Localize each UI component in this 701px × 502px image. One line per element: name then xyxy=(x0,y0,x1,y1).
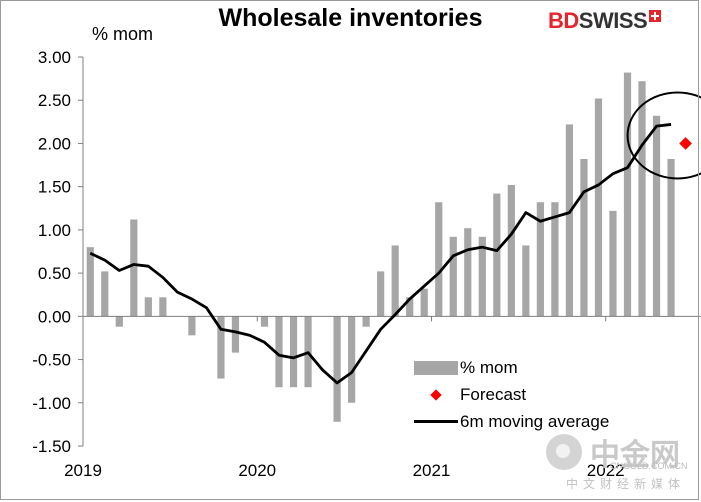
bar xyxy=(638,81,646,317)
y-tick-label: -1.00 xyxy=(32,394,71,413)
x-tick-label: 2021 xyxy=(413,461,451,480)
bar xyxy=(522,245,530,317)
legend-bar-swatch-icon xyxy=(414,360,458,375)
bar xyxy=(609,210,617,317)
bar xyxy=(623,72,632,317)
bar xyxy=(449,236,457,317)
bar xyxy=(333,316,341,422)
bar xyxy=(580,159,588,317)
bar xyxy=(594,98,603,317)
bar xyxy=(377,271,385,317)
logo-text-swiss: SWISS xyxy=(578,8,648,33)
bar xyxy=(565,124,574,317)
logo-text-bd: BD xyxy=(548,8,579,33)
bar xyxy=(551,202,559,317)
bar xyxy=(464,228,472,317)
x-tick-label: 2020 xyxy=(238,461,276,480)
y-tick-label: -0.50 xyxy=(32,351,71,370)
bar xyxy=(217,316,225,379)
x-tick-label: 2022 xyxy=(587,461,625,480)
bar xyxy=(420,288,428,317)
watermark-logo-icon xyxy=(546,434,582,470)
bar xyxy=(144,297,152,317)
legend-label-line: 6m moving average xyxy=(460,411,610,431)
legend-label-bars: % mom xyxy=(460,357,518,377)
bar xyxy=(362,316,370,327)
bar xyxy=(289,316,298,388)
y-tick-label: -1.50 xyxy=(32,437,71,456)
x-tick-label: 2019 xyxy=(64,461,102,480)
legend-label-forecast: Forecast xyxy=(460,384,527,404)
bar xyxy=(493,193,501,317)
moving-average-line xyxy=(89,123,672,385)
watermark-name: 中金网 xyxy=(590,439,680,472)
y-tick-label: 1.50 xyxy=(38,178,71,197)
legend-item-line: 6m moving average xyxy=(412,408,609,435)
bar xyxy=(101,271,109,317)
chart-title: Wholesale inventories xyxy=(218,4,483,32)
y-tick-label: 0.00 xyxy=(38,307,71,326)
bar xyxy=(86,247,94,317)
bar xyxy=(478,236,486,317)
bar xyxy=(667,159,675,317)
swiss-cross-icon xyxy=(649,10,662,22)
bar xyxy=(275,316,283,388)
watermark-subtitle: 中文财经新媒体 xyxy=(566,477,686,491)
forecast-point xyxy=(679,137,692,150)
y-unit-label: % mom xyxy=(92,24,154,44)
legend-line-swatch-icon xyxy=(414,420,458,423)
y-tick-label: 2.50 xyxy=(38,91,71,110)
bar xyxy=(115,316,123,327)
legend-diamond-icon xyxy=(430,388,442,401)
bar xyxy=(391,245,399,317)
forecast-annotation-circle xyxy=(626,91,701,180)
y-tick-label: 3.00 xyxy=(38,48,71,67)
chart-legend: % mom Forecast 6m moving average xyxy=(412,354,609,435)
bar xyxy=(260,316,269,327)
bar xyxy=(188,316,196,336)
bar xyxy=(159,297,167,317)
legend-item-bars: % mom xyxy=(412,354,609,381)
y-tick-label: 0.50 xyxy=(38,264,71,283)
bar xyxy=(231,316,240,353)
bar xyxy=(507,184,515,317)
y-tick-label: 2.00 xyxy=(38,134,71,153)
bdswiss-logo: BD SWISS xyxy=(548,8,662,34)
bar xyxy=(536,202,544,317)
y-tick-label: 1.00 xyxy=(38,221,71,240)
bar xyxy=(348,316,356,403)
legend-item-forecast: Forecast xyxy=(412,381,609,408)
bar xyxy=(130,219,138,317)
bar xyxy=(406,297,414,317)
bar xyxy=(435,202,443,317)
watermark-site: CNGOLD.COM.CN xyxy=(610,461,688,471)
bar xyxy=(652,115,661,317)
